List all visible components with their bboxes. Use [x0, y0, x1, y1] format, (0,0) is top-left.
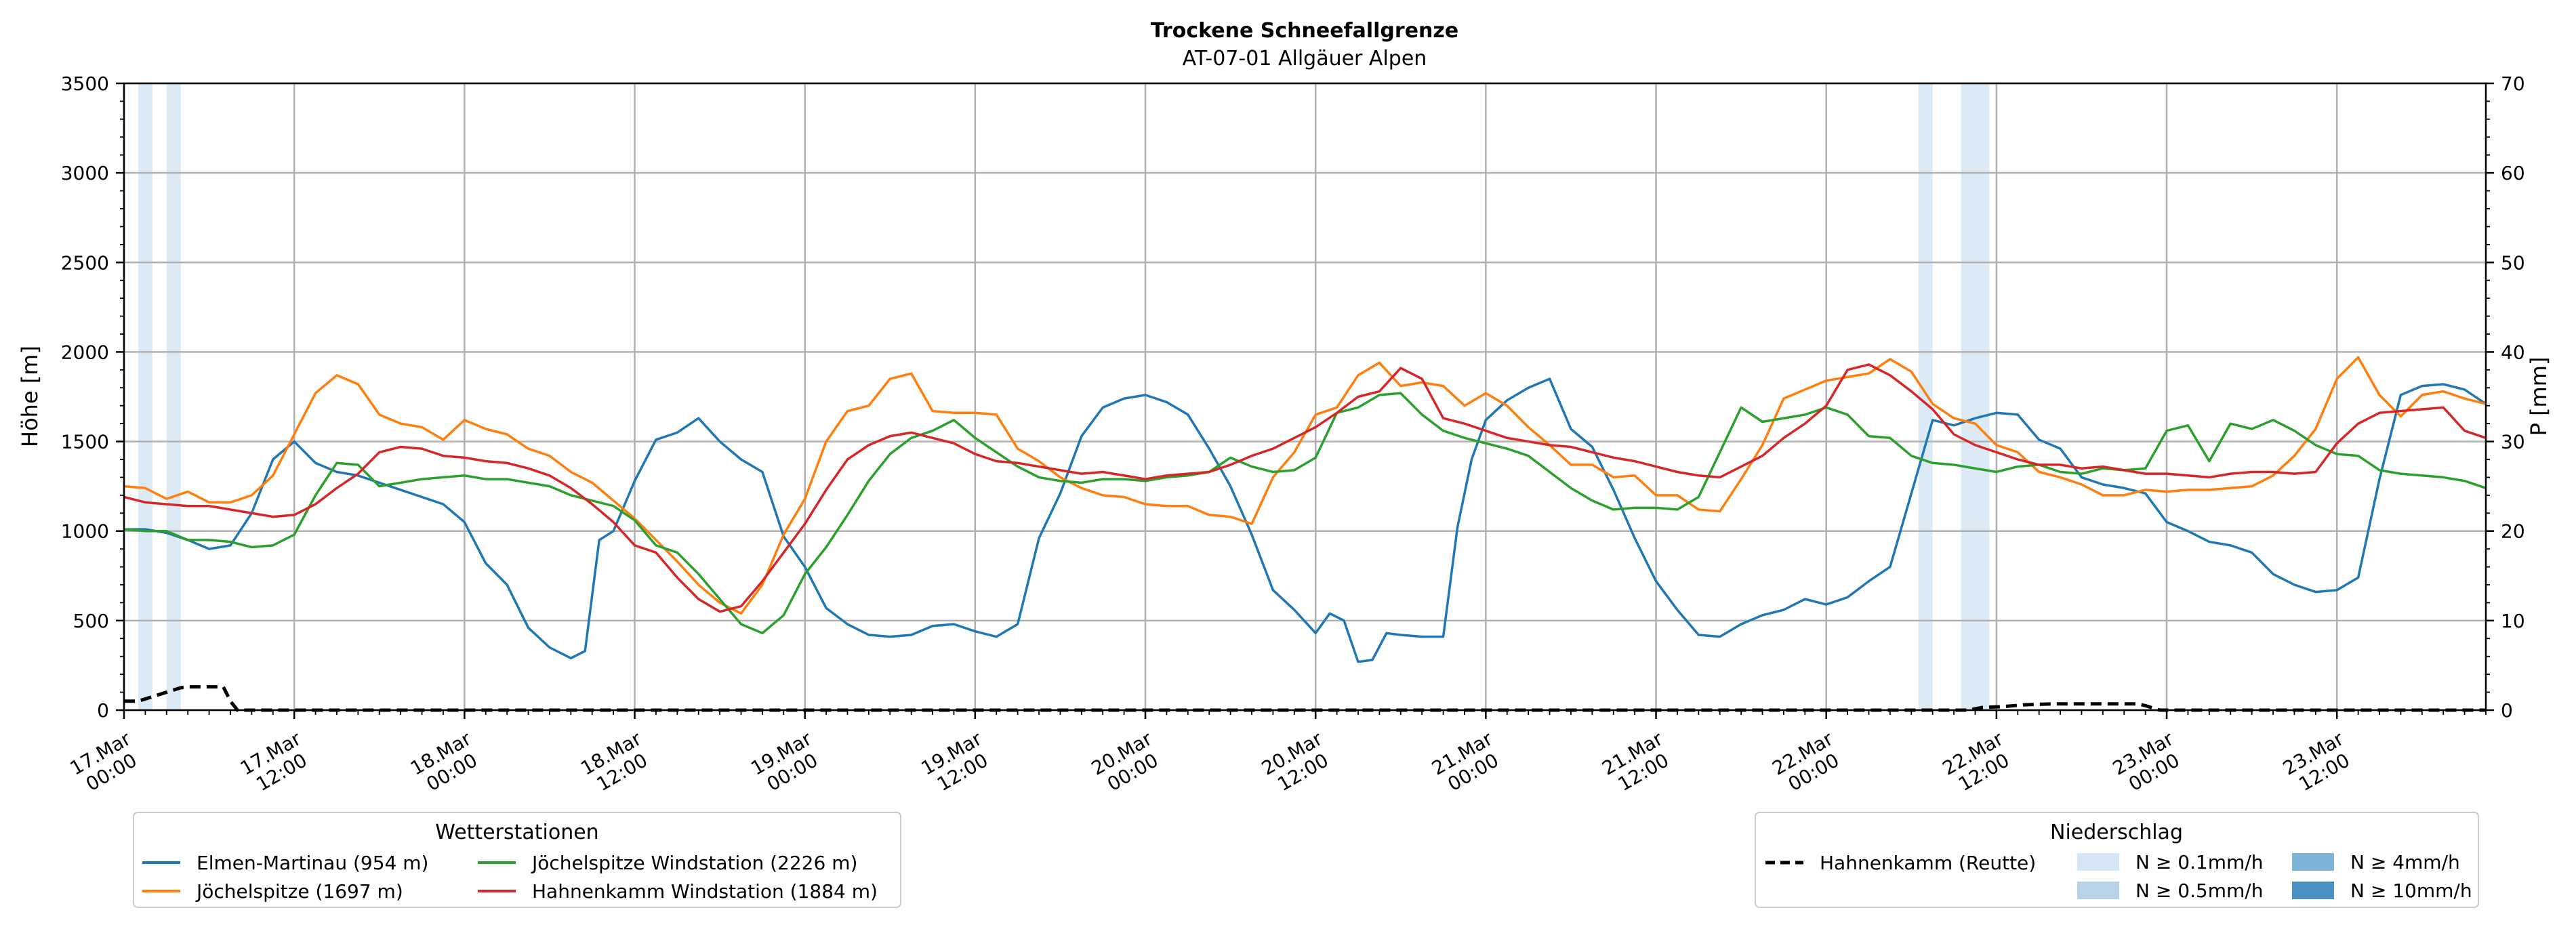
legend-level-label: N ≥ 0.1mm/h: [2135, 851, 2263, 873]
legend-level-swatch: [2077, 882, 2119, 899]
legend-stations-title: Wetterstationen: [435, 821, 598, 844]
legend-level-label: N ≥ 10mm/h: [2350, 880, 2472, 902]
legend-level-swatch: [2077, 853, 2119, 871]
x-tick-label: 20.Mar12:00: [1258, 727, 1337, 798]
legend-stations: Wetterstationen Elmen-Martinau (954 m) Jö…: [133, 812, 901, 908]
x-tick-label: 17.Mar00:00: [66, 727, 146, 798]
x-tick-label: 18.Mar12:00: [577, 727, 656, 798]
x-tick-label: 18.Mar00:00: [407, 727, 486, 798]
y-tick-label: 2000: [61, 341, 109, 363]
x-tick-label: 22.Mar00:00: [1768, 727, 1847, 798]
legend-station-label: Hahnenkamm Windstation (1884 m): [532, 880, 878, 903]
grid-lines: [123, 82, 2486, 711]
y-tick-label: 3000: [61, 162, 109, 184]
legend-level-swatch: [2292, 882, 2334, 899]
series-line: [123, 392, 2487, 635]
chart-title: Trockene Schneefallgrenze: [1151, 19, 1458, 43]
y2-tick-label: 70: [2501, 73, 2525, 95]
precip-band: [1918, 83, 1933, 710]
y2-tick-label: 20: [2501, 520, 2525, 543]
legend-precip: Niederschlag Hahnenkamm (Reutte) N ≥ 0.1m…: [1755, 812, 2479, 908]
legend-level-label: N ≥ 4mm/h: [2350, 851, 2460, 873]
series-line: [124, 377, 2487, 663]
legend-precip-title: Niederschlag: [2050, 821, 2183, 844]
x-tick-label: 23.Mar00:00: [2109, 727, 2188, 798]
x-tick-label: 22.Mar12:00: [1939, 727, 2018, 798]
x-tick-label: 21.Mar00:00: [1428, 727, 1507, 798]
y-tick-label: 500: [73, 610, 109, 632]
y-tick-label: 0: [97, 699, 109, 722]
x-tick-label: 17.Mar12:00: [237, 727, 316, 798]
y-tick-label: 3500: [61, 73, 109, 95]
y2-tick-label: 60: [2501, 162, 2525, 184]
y-tick-label: 1000: [61, 520, 109, 543]
legend-level-swatch: [2292, 853, 2334, 871]
x-tick-label: 19.Mar00:00: [747, 727, 826, 798]
precip-band: [138, 83, 152, 710]
legend-level-label: N ≥ 0.5mm/h: [2135, 880, 2263, 902]
legend-station-label: Jöchelspitze (1697 m): [195, 880, 403, 903]
series-line: [123, 363, 2487, 613]
y2-tick-label: 0: [2501, 699, 2513, 722]
y2-tick-label: 30: [2501, 431, 2525, 453]
y-axis-left: 0 500 1000 1500 2000 2500 3000 3500: [61, 73, 124, 722]
series-lines: [123, 356, 2487, 663]
y2-tick-label: 50: [2501, 251, 2525, 274]
legend-station-label: Jöchelspitze Windstation (2226 m): [531, 852, 857, 874]
precip-bands: [138, 83, 1990, 710]
y-tick-label: 1500: [61, 431, 109, 453]
precip-band: [166, 83, 181, 710]
chart-subtitle: AT-07-01 Allgäuer Alpen: [1183, 47, 1427, 70]
precip-series-line: [124, 685, 2486, 712]
y-tick-label: 2500: [61, 251, 109, 274]
x-tick-label: 23.Mar12:00: [2279, 727, 2358, 798]
x-tick-label: 20.Mar00:00: [1088, 727, 1167, 798]
legend-station-label: Elmen-Martinau (954 m): [197, 852, 428, 874]
y2-tick-label: 40: [2501, 341, 2525, 363]
precip-band: [1961, 83, 1990, 710]
y-axis-right: 0 10 20 30 40 50 60 70: [2486, 73, 2525, 722]
series-line: [123, 356, 2487, 615]
legend-precip-label: Hahnenkamm (Reutte): [1820, 852, 2036, 874]
precip-line: [124, 685, 2486, 712]
y2-axis-label: P [mm]: [2526, 357, 2552, 436]
plot-frame: [123, 82, 2487, 711]
x-axis: 17.Mar00:00 17.Mar12:00 18.Mar00:00 18.Mar1…: [66, 710, 2487, 798]
x-tick-label: 19.Mar12:00: [918, 727, 997, 798]
y-axis-label: Höhe [m]: [17, 346, 43, 447]
legend-stations-box: [133, 812, 901, 908]
y2-tick-label: 10: [2501, 610, 2525, 632]
x-tick-label: 21.Mar12:00: [1598, 727, 1677, 798]
